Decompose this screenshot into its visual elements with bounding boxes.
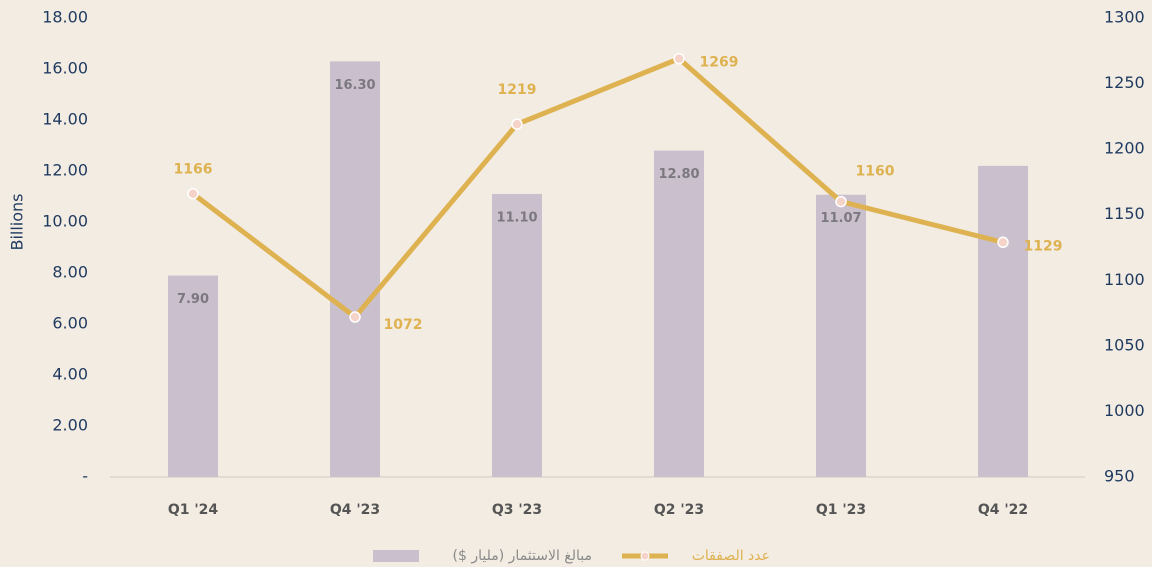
x-tick-label: Q4 '22 xyxy=(978,502,1028,518)
y-tick-label: 16.00 xyxy=(42,59,88,78)
line-point xyxy=(349,311,361,323)
line-value-label: 1166 xyxy=(174,162,213,178)
y-axis-label: Billions xyxy=(8,193,27,250)
line-point xyxy=(511,118,523,130)
bar xyxy=(330,61,380,477)
legend-label: عدد الصفقات xyxy=(692,548,770,564)
x-tick-label: Q1 '24 xyxy=(168,502,219,518)
legend-swatch xyxy=(373,550,419,562)
y-tick-label: 12.00 xyxy=(42,161,88,180)
y2-tick-label: 1200 xyxy=(1104,139,1145,158)
line xyxy=(191,56,1004,320)
legend-label: مبالغ الاستثمار (مليار $) xyxy=(453,548,592,564)
bar-value-label: 16.30 xyxy=(334,78,375,93)
y2-tick-label: 1000 xyxy=(1104,401,1145,420)
line-point xyxy=(187,187,199,200)
y-tick-label: 2.00 xyxy=(52,416,88,435)
bar xyxy=(492,193,542,477)
x-tick-label: Q1 '23 xyxy=(816,502,866,518)
bar xyxy=(978,165,1028,477)
bar xyxy=(816,194,866,477)
x-tick-label: Q3 '23 xyxy=(492,502,542,518)
y-tick-label: - xyxy=(82,467,88,486)
line-value-label: 1269 xyxy=(700,55,739,71)
line-point xyxy=(997,236,1009,249)
y2-tick-label: 950 xyxy=(1104,467,1135,486)
bar xyxy=(168,275,218,477)
y-tick-label: 6.00 xyxy=(52,314,88,333)
y-tick-label: 10.00 xyxy=(42,212,88,231)
y2-tick-label: 1150 xyxy=(1104,204,1145,223)
bar xyxy=(654,150,704,477)
y2-tick-label: 1050 xyxy=(1104,335,1145,354)
x-tick-label: Q2 '23 xyxy=(654,502,704,518)
line-value-label: 1129 xyxy=(1024,238,1063,254)
y-tick-label: 18.00 xyxy=(42,8,88,27)
line-point xyxy=(835,195,847,208)
bar-value-label: 7.90 xyxy=(177,292,209,307)
bar-value-label: 11.10 xyxy=(496,210,537,225)
line-value-label: 1072 xyxy=(384,317,423,333)
y2-tick-label: 1250 xyxy=(1104,73,1145,92)
bar-value-label: 11.07 xyxy=(820,211,861,226)
y-tick-label: 4.00 xyxy=(52,365,88,384)
line-value-label: 1219 xyxy=(498,82,537,98)
y-tick-label: 14.00 xyxy=(42,110,88,129)
line-value-label: 1160 xyxy=(856,164,895,180)
y-tick-label: 8.00 xyxy=(52,263,88,282)
legend-swatch-point xyxy=(640,551,650,561)
bar-value-label: 12.80 xyxy=(658,167,699,182)
y2-tick-label: 1300 xyxy=(1104,8,1145,27)
line-point xyxy=(673,52,685,65)
x-tick-label: Q4 '23 xyxy=(330,502,380,518)
y2-tick-label: 1100 xyxy=(1104,270,1145,289)
